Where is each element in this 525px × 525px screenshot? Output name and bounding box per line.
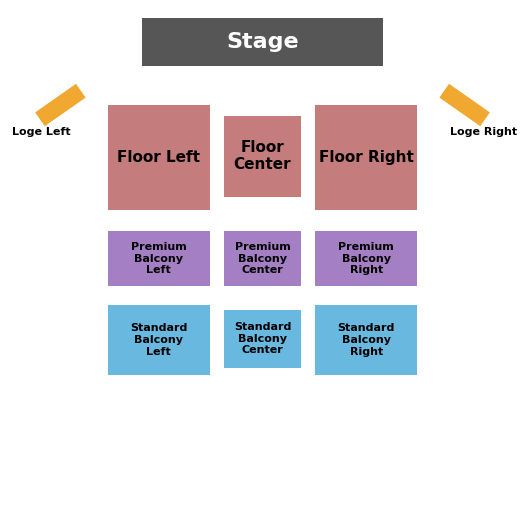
FancyBboxPatch shape (108, 105, 210, 210)
Text: Floor Left: Floor Left (117, 150, 201, 165)
Text: Premium
Balcony
Left: Premium Balcony Left (131, 242, 187, 275)
FancyBboxPatch shape (224, 116, 301, 197)
Text: Standard
Balcony
Center: Standard Balcony Center (234, 322, 291, 355)
Polygon shape (35, 84, 86, 126)
FancyBboxPatch shape (315, 304, 417, 375)
FancyBboxPatch shape (142, 18, 383, 66)
Text: Premium
Balcony
Right: Premium Balcony Right (338, 242, 394, 275)
FancyBboxPatch shape (224, 310, 301, 368)
Text: Floor Right: Floor Right (319, 150, 414, 165)
Text: Loge Right: Loge Right (450, 127, 518, 137)
FancyBboxPatch shape (315, 231, 417, 286)
FancyBboxPatch shape (108, 304, 210, 375)
Text: Premium
Balcony
Center: Premium Balcony Center (235, 242, 290, 275)
FancyBboxPatch shape (315, 105, 417, 210)
Polygon shape (439, 84, 490, 126)
FancyBboxPatch shape (224, 231, 301, 286)
Text: Stage: Stage (226, 32, 299, 52)
Text: Loge Left: Loge Left (12, 127, 70, 137)
Text: Standard
Balcony
Left: Standard Balcony Left (130, 323, 187, 356)
FancyBboxPatch shape (108, 231, 210, 286)
Text: Standard
Balcony
Right: Standard Balcony Right (338, 323, 395, 356)
Text: Floor
Center: Floor Center (234, 140, 291, 172)
